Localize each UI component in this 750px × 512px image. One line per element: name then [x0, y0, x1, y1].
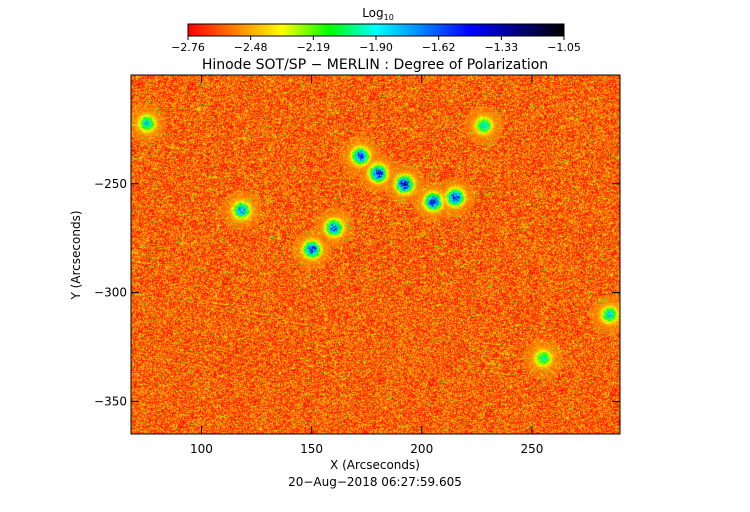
x-tick-label: 100: [190, 442, 213, 456]
timestamp: 20−Aug−2018 06:27:59.605: [288, 475, 462, 489]
colorbar-ticks: −2.76 −2.48 −2.19 −1.90 −1.62 −1.33 −1.05: [171, 36, 581, 54]
colorbar: [187, 23, 565, 37]
x-tick-label: 200: [410, 442, 433, 456]
colorbar-tick-label: −2.76: [171, 41, 205, 54]
y-axis-label: Y (Arcseconds): [69, 210, 83, 300]
x-tick-label: 250: [520, 442, 543, 456]
colorbar-tick-label: −1.90: [359, 41, 393, 54]
colorbar-tick-label: −2.19: [296, 41, 330, 54]
colorbar-tick-label: −2.48: [234, 41, 268, 54]
colorbar-tick-label: −1.33: [484, 41, 518, 54]
y-axis: −250 −300 −350: [94, 177, 620, 408]
y-tick-label: −350: [94, 394, 127, 408]
x-axis: 100 150 200 250: [190, 75, 543, 456]
plot-frame: [130, 74, 621, 435]
y-tick-label: −250: [94, 177, 127, 191]
y-tick-label: −300: [94, 286, 127, 300]
x-axis-label: X (Arcseconds): [330, 458, 420, 472]
x-tick-label: 150: [300, 442, 323, 456]
colorbar-tick-label: −1.62: [422, 41, 456, 54]
colorbar-label: Log10: [362, 6, 394, 22]
heatmap-image: [131, 75, 620, 434]
colorbar-tick-label: −1.05: [547, 41, 581, 54]
chart-title: Hinode SOT/SP − MERLIN : Degree of Polar…: [202, 57, 548, 73]
